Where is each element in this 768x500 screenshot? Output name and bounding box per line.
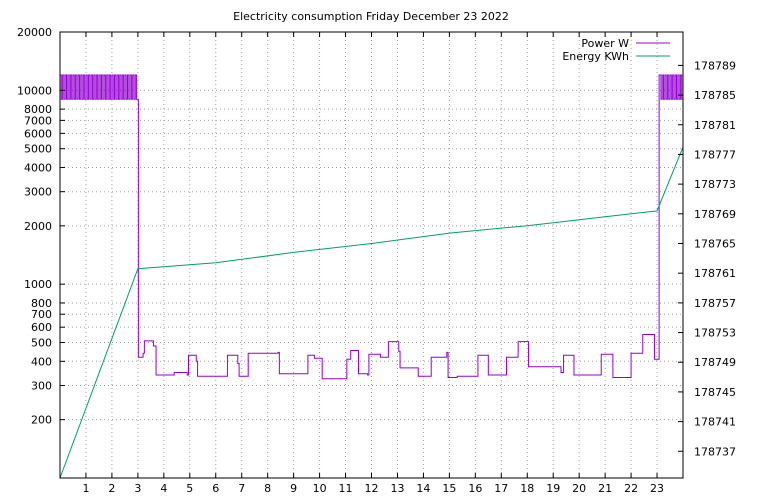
y-left-tick-label-15: 10000 (17, 84, 52, 97)
x-tick-label-12: 13 (390, 482, 404, 495)
grid-layer (60, 31, 683, 478)
y-left-tick-label-1: 300 (31, 380, 52, 393)
y-left-tick-label-2: 400 (31, 355, 52, 368)
y-left-tick-label-12: 6000 (24, 127, 52, 140)
y-left-tick-label-13: 7000 (24, 114, 52, 127)
x-tick-label-8: 9 (290, 482, 297, 495)
x-tick-label-4: 5 (186, 482, 193, 495)
y-right-tick-label-4: 178753 (694, 327, 736, 340)
y-left-tick-label-5: 700 (31, 308, 52, 321)
x-tick-label-11: 12 (365, 482, 379, 495)
chart-title: Electricity consumption Friday December … (233, 10, 509, 23)
x-tick-label-10: 11 (339, 482, 353, 495)
x-tick-label-16: 17 (494, 482, 508, 495)
y-right-tick-label-3: 178749 (694, 356, 736, 369)
y-left-tick-label-11: 5000 (24, 143, 52, 156)
y-right-tick-label-11: 178781 (694, 119, 736, 132)
y-left-tick-label-7: 1000 (24, 278, 52, 291)
y-right-tick-label-5: 178757 (694, 297, 736, 310)
x-tick-label-1: 2 (108, 482, 115, 495)
y-right-tick-label-2: 178745 (694, 386, 736, 399)
y-right-tick-label-1: 178741 (694, 416, 736, 429)
x-tick-label-13: 14 (416, 482, 430, 495)
x-tick-label-15: 16 (468, 482, 482, 495)
series-line-energy-kwh (59, 146, 684, 479)
x-tick-label-2: 3 (134, 482, 141, 495)
y-right-tick-label-6: 178761 (694, 267, 736, 280)
x-tick-label-3: 4 (160, 482, 167, 495)
legend-label-0: Power W (581, 37, 629, 50)
y-right-tick-label-9: 178773 (694, 178, 736, 191)
x-tick-label-18: 19 (546, 482, 560, 495)
y-left-tick-label-10: 4000 (24, 161, 52, 174)
plot-frame (59, 31, 684, 479)
x-tick-label-7: 8 (264, 482, 271, 495)
y-left-tick-label-3: 500 (31, 337, 52, 350)
y-left-tick-label-4: 600 (31, 321, 52, 334)
y-left-tick-label-9: 3000 (24, 186, 52, 199)
y-right-tick-label-0: 178737 (694, 445, 736, 458)
x-tick-label-6: 7 (238, 482, 245, 495)
y-right-tick-label-8: 178769 (694, 208, 736, 221)
x-tick-label-20: 21 (598, 482, 612, 495)
x-tick-label-21: 22 (624, 482, 638, 495)
x-tick-label-9: 10 (313, 482, 327, 495)
y-left-tick-label-8: 2000 (24, 220, 52, 233)
x-tick-label-5: 6 (212, 482, 219, 495)
y-right-tick-label-12: 178785 (694, 89, 736, 102)
y-right-tick-label-7: 178765 (694, 237, 736, 250)
y-left-tick-label-6: 800 (31, 297, 52, 310)
ticks-layer: 1 2 3 4 5 6 7 8 9 10 11 12 13 14 15 16 17 18 19 20 21 22 23200… (17, 26, 736, 495)
x-tick-label-22: 23 (650, 482, 664, 495)
legend-label-1: Energy KWh (562, 50, 629, 63)
series-layer (59, 74, 684, 479)
x-tick-label-14: 15 (442, 482, 456, 495)
x-tick-label-0: 1 (82, 482, 89, 495)
y-left-tick-label-0: 200 (31, 414, 52, 427)
x-tick-label-17: 18 (520, 482, 534, 495)
y-right-tick-label-10: 178777 (694, 148, 736, 161)
y-right-tick-label-13: 178789 (694, 59, 736, 72)
series-line-power-w (60, 74, 684, 380)
y-left-tick-label-14: 8000 (24, 103, 52, 116)
y-left-tick-label-16: 20000 (17, 26, 52, 39)
x-tick-label-19: 20 (572, 482, 586, 495)
